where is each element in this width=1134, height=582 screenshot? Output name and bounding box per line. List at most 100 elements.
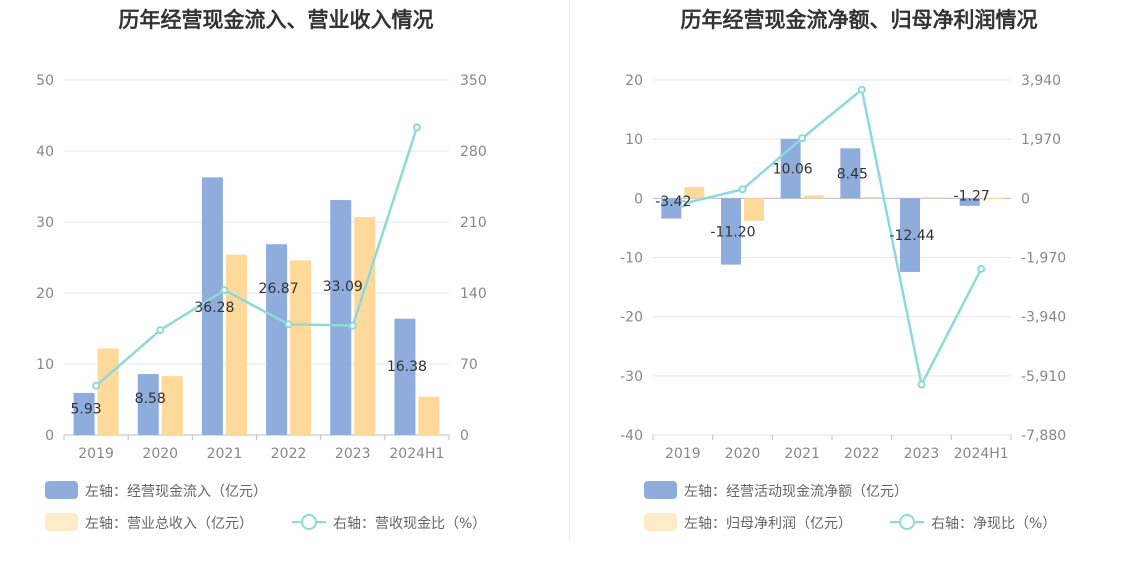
right-tick-label: 210 <box>460 215 487 231</box>
category-label: 2022 <box>844 446 880 462</box>
right-tick-label: 350 <box>460 73 487 89</box>
ratio-point <box>220 286 229 295</box>
chart1-legend-cash-inflow[interactable]: 左轴：经营现金流入（亿元） <box>45 481 267 500</box>
category-label: 2019 <box>665 446 701 462</box>
ratio-line <box>95 126 419 387</box>
left-tick-label: -10 <box>620 251 643 267</box>
secondary-bar <box>803 195 824 199</box>
category-label: 2024H1 <box>389 446 444 462</box>
left-tick-label: 10 <box>36 357 54 373</box>
chart1-x-axis: 2019 2020 2021 2022 2023 2024H1 <box>63 435 450 462</box>
bar-data-label: 26.87 <box>259 281 299 297</box>
ratio-point <box>284 320 293 329</box>
ratio-point <box>156 326 165 335</box>
legend-swatch-revenue <box>45 513 78 531</box>
secondary-bar <box>923 197 943 199</box>
bar-data-label: -11.20 <box>710 224 755 240</box>
right-tick-label: -7,880 <box>1021 428 1066 444</box>
chart1-line <box>92 123 421 390</box>
ratio-point <box>348 321 357 330</box>
category-label: 2020 <box>725 446 761 462</box>
chart2-left-axis: -40 -30 -20 -10 0 10 20 <box>620 73 643 444</box>
chart2-bars <box>661 138 1003 272</box>
legend-label-net-cash-flow: 左轴：经营活动现金流净额（亿元） <box>684 484 908 500</box>
left-tick-label: 20 <box>625 73 643 89</box>
chart1-bars <box>73 177 440 436</box>
chart2-x-axis: 2019 2020 2021 2022 2023 2024H1 <box>652 435 1012 462</box>
primary-bar <box>137 374 159 435</box>
primary-bar <box>73 392 95 435</box>
primary-bar <box>394 318 416 435</box>
category-label: 2020 <box>142 446 178 462</box>
category-label: 2023 <box>904 446 940 462</box>
left-tick-label: 0 <box>45 428 54 444</box>
secondary-bar <box>290 260 312 435</box>
chart2-legend-net-cash-flow[interactable]: 左轴：经营活动现金流净额（亿元） <box>644 481 908 500</box>
primary-bar <box>330 200 352 435</box>
category-label: 2022 <box>271 446 307 462</box>
left-tick-label: 0 <box>634 191 643 207</box>
bar-data-label: 8.58 <box>135 391 166 407</box>
ratio-line <box>682 87 983 389</box>
chart2-gridlines <box>653 79 1011 436</box>
bar-data-label: 5.93 <box>70 402 101 418</box>
cash-inflow-revenue-chart: 历年经营现金流入、营业收入情况 0 10 20 30 40 50 0 70 140 210 280… <box>36 8 487 532</box>
primary-bar <box>959 198 980 206</box>
right-tick-label: 70 <box>460 357 478 373</box>
primary-bar <box>266 244 288 435</box>
secondary-bar <box>225 254 247 435</box>
secondary-bar <box>744 198 764 221</box>
chart1-data-labels: 5.93 8.58 36.28 26.87 33.09 16.38 <box>70 279 426 418</box>
legend-marker-net-ratio <box>899 514 915 530</box>
legend-swatch-net-cash-flow <box>644 481 677 499</box>
chart1-legend-ratio[interactable]: 右轴：营收现金比（%） <box>292 514 486 532</box>
right-tick-label: -3,940 <box>1021 310 1066 326</box>
legend-label-net-profit: 左轴：归母净利润（亿元） <box>684 515 852 532</box>
legend-swatch-net-profit <box>644 513 677 531</box>
secondary-bar <box>982 198 1003 200</box>
chart1-legend-revenue[interactable]: 左轴：营业总收入（亿元） <box>45 513 253 532</box>
ratio-point <box>857 85 866 94</box>
left-tick-label: 50 <box>36 73 54 89</box>
secondary-bar <box>418 396 440 435</box>
ratio-point <box>798 134 807 143</box>
legend-label-revenue: 左轴：营业总收入（亿元） <box>85 516 253 532</box>
category-label: 2024H1 <box>954 446 1009 462</box>
chart2-legend-net-profit[interactable]: 左轴：归母净利润（亿元） <box>644 513 852 532</box>
bar-data-label: -12.44 <box>889 228 934 244</box>
bar-data-label: 33.09 <box>323 279 363 295</box>
chart2-data-labels: -3.42 -11.20 10.06 8.45 -12.44 -1.27 <box>655 162 990 245</box>
chart1-left-axis: 0 10 20 30 40 50 <box>36 73 54 444</box>
legend-label-ratio: 右轴：营收现金比（%） <box>333 516 486 532</box>
secondary-bar <box>684 187 705 199</box>
left-tick-label: -40 <box>620 428 643 444</box>
right-tick-label: -1,970 <box>1021 251 1066 267</box>
secondary-bar <box>161 376 183 435</box>
ratio-point <box>917 380 926 389</box>
ratio-point <box>678 199 687 208</box>
category-label: 2021 <box>207 446 243 462</box>
left-tick-label: 30 <box>36 215 54 231</box>
primary-bar <box>900 198 920 272</box>
ratio-point <box>412 123 421 132</box>
right-tick-label: 140 <box>460 286 487 302</box>
chart2-legend-ratio[interactable]: 右轴：净现比（%） <box>890 514 1056 532</box>
primary-bar <box>721 198 741 265</box>
bar-data-label: 36.28 <box>194 300 234 316</box>
category-label: 2023 <box>335 446 371 462</box>
bar-data-label: 10.06 <box>773 162 813 178</box>
right-tick-label: 1,970 <box>1021 132 1061 148</box>
bar-data-label: 8.45 <box>837 166 868 182</box>
left-tick-label: -30 <box>620 369 643 385</box>
left-tick-label: -20 <box>620 310 643 326</box>
bar-data-label: 16.38 <box>387 359 427 375</box>
bar-data-label: -1.27 <box>954 189 990 205</box>
secondary-bar <box>863 196 884 199</box>
primary-bar <box>661 198 682 219</box>
legend-swatch-cash-inflow <box>45 481 78 499</box>
primary-bar <box>201 177 223 436</box>
category-label: 2021 <box>784 446 820 462</box>
right-tick-label: 0 <box>1021 191 1030 207</box>
category-label: 2019 <box>78 446 114 462</box>
